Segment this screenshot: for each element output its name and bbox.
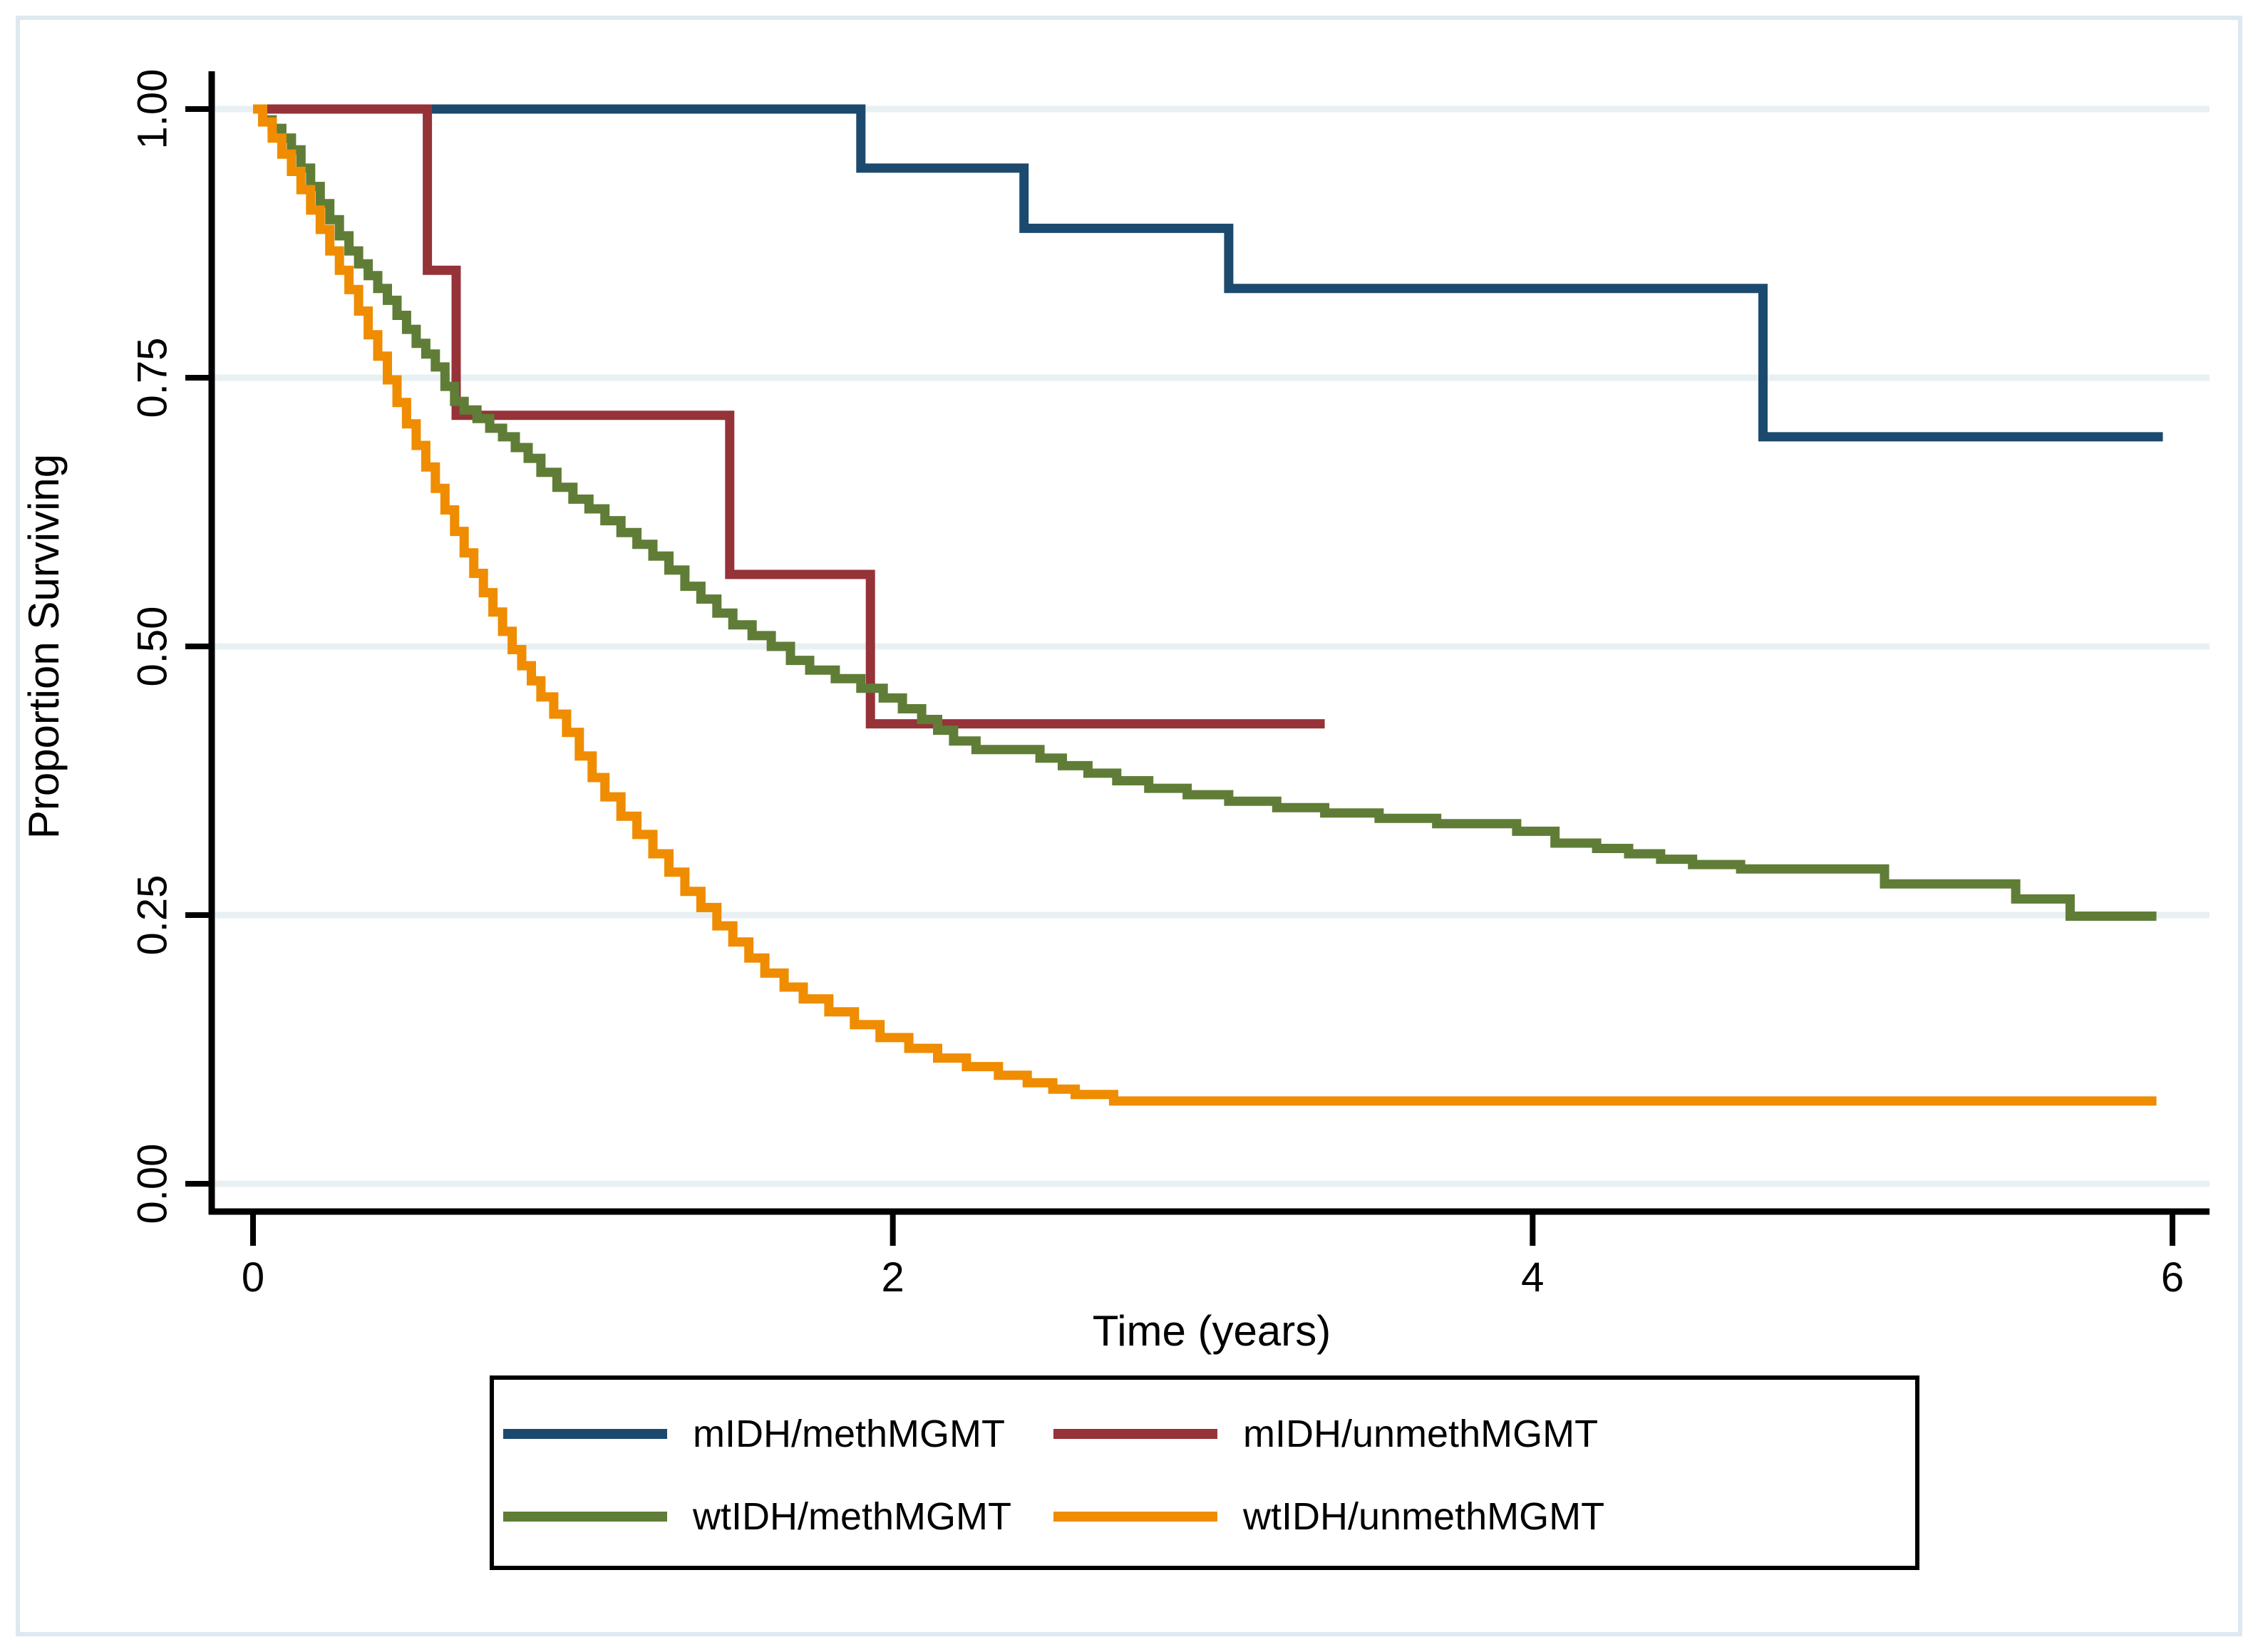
legend: mIDH/methMGMT mIDH/unmethMGMT wtIDH/meth… (490, 1375, 1919, 1570)
legend-label-wtIDH-unmethMGMT: wtIDH/unmethMGMT (1242, 1495, 1604, 1538)
y-axis-title: Proportion Surviving (20, 454, 68, 839)
legend-box (490, 1375, 1919, 1570)
y-tick-label: 0.50 (130, 606, 176, 687)
x-axis-title: Time (years) (1093, 1307, 1331, 1355)
legend-label-mIDH-unmethMGMT: mIDH/unmethMGMT (1243, 1413, 1598, 1455)
legend-label-mIDH-methMGMT: mIDH/methMGMT (693, 1413, 1005, 1455)
curve-mIDH-unmethMGMT (253, 104, 1325, 729)
figure-border (16, 16, 2242, 1636)
curve-wtIDH-methMGMT (253, 104, 2157, 921)
axis-tick-labels: 1.00 0.75 0.50 0.25 0.00 0 2 4 6 (130, 69, 2185, 1301)
x-tick-label: 2 (882, 1254, 904, 1301)
y-tick-label: 0.75 (130, 338, 176, 418)
x-tick-label: 6 (2161, 1254, 2184, 1301)
x-tick-label: 0 (242, 1254, 264, 1301)
curve-mIDH-methMGMT (253, 104, 2163, 442)
axis-ticks (185, 106, 2175, 1246)
y-tick-label: 0.25 (130, 875, 176, 956)
legend-label-wtIDH-methMGMT: wtIDH/methMGMT (692, 1495, 1011, 1538)
curve-wtIDH-unmethMGMT (253, 104, 2157, 1106)
y-tick-label: 1.00 (130, 69, 176, 150)
y-tick-label: 0.00 (130, 1144, 176, 1224)
x-tick-label: 4 (1521, 1254, 1544, 1301)
